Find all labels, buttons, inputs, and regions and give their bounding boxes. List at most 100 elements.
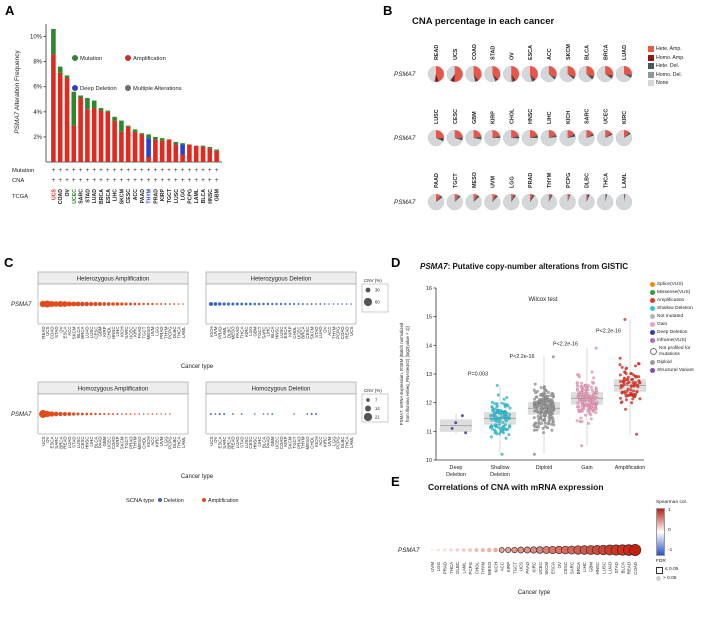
- chart-el: [151, 302, 154, 306]
- chart-el: Hete. Amp.: [656, 46, 682, 52]
- chart-el: [207, 148, 213, 162]
- chart-text: +: [188, 168, 192, 174]
- chart-text: TGCT: [124, 436, 129, 448]
- chart-text: CNA: [12, 178, 24, 184]
- chart-el: [124, 55, 131, 62]
- chart-el: [139, 133, 145, 135]
- chart-text: THYM: [163, 326, 168, 339]
- chart-el: [214, 149, 219, 151]
- chart-el: [84, 301, 89, 307]
- chart-text: CESC: [93, 327, 98, 339]
- chart-text: 6%: [33, 85, 42, 91]
- chart-el: [490, 408, 494, 412]
- chart-text: Homozygous Amplification: [78, 387, 148, 393]
- panel-d-legend: Splice(VUS) Missense(VUS) Amplification Sha…: [650, 282, 707, 376]
- chart-text: OV: [213, 436, 218, 442]
- chart-el: Splice(VUS): [657, 282, 684, 287]
- chart-el: [48, 301, 55, 307]
- chart-text: 4%: [33, 110, 42, 116]
- chart-text: Cancer type: [181, 364, 214, 370]
- chart-el: [293, 302, 296, 306]
- chart-el: [605, 194, 608, 202]
- chart-el: [635, 389, 639, 394]
- chart-text: KIRP: [283, 436, 288, 446]
- chart-el: [605, 133, 613, 138]
- chart-el: [450, 426, 454, 431]
- chart-el: [650, 306, 655, 312]
- chart-el: [503, 402, 507, 406]
- chart-el: [177, 303, 180, 305]
- chart-text: P<2.2e-16: [509, 354, 534, 360]
- chart-el: [492, 194, 496, 202]
- chart-el: [536, 414, 540, 418]
- chart-el: [575, 388, 579, 392]
- chart-el: [536, 425, 541, 429]
- chart-el: [462, 548, 466, 552]
- chart-text: MESO: [146, 326, 151, 340]
- chart-text: LIHC: [89, 437, 94, 447]
- chart-el: [578, 408, 582, 412]
- chart-el: [586, 421, 591, 425]
- chart-text: PSMA7: [394, 71, 416, 78]
- chart-text: UCEC: [128, 327, 133, 339]
- chart-el: [271, 413, 274, 415]
- chart-el: [551, 355, 555, 359]
- chart-text: Heterozygous Amplification: [77, 277, 149, 283]
- chart-text: SKCM: [288, 436, 293, 449]
- chart-text: HNSC: [253, 437, 258, 449]
- chart-el: [497, 425, 501, 430]
- chart-el: [580, 400, 584, 404]
- chart-text: 60: [375, 300, 380, 305]
- chart-el: [595, 396, 599, 400]
- chart-el: [53, 301, 59, 307]
- chart-text: THCA: [603, 173, 609, 188]
- chart-el: [454, 66, 463, 82]
- chart-text: ACC: [327, 327, 332, 336]
- chart-text: SKCM: [566, 44, 572, 60]
- chart-text: +: [188, 178, 192, 184]
- panel-d-title: PSMA7: Putative copy-number alterations …: [420, 262, 628, 271]
- chart-text: THYM: [133, 436, 138, 449]
- chart-el: [594, 346, 598, 350]
- chart-text: SARC: [585, 109, 591, 124]
- chart-text: LAML: [181, 326, 186, 338]
- chart-el: [551, 420, 556, 424]
- chart-text: LGG: [248, 326, 253, 336]
- chart-el: [119, 120, 124, 132]
- chart-el: Homo. Del.: [656, 71, 682, 78]
- chart-el: [173, 303, 176, 305]
- chart-text: DLBC: [226, 327, 231, 339]
- chart-text: SKCM: [71, 326, 76, 339]
- chart-el: [427, 129, 445, 147]
- chart-el: [618, 379, 623, 384]
- chart-el: [436, 138, 445, 139]
- chart-el: 1: [668, 507, 671, 513]
- chart-el: [473, 137, 482, 140]
- chart-text: +: [86, 168, 90, 174]
- chart-text: KICH: [209, 327, 214, 338]
- chart-text: Amplification: [615, 465, 646, 471]
- chart-el: [57, 72, 63, 162]
- chart-text: GBM: [98, 326, 103, 336]
- chart-text: PRAD: [443, 562, 448, 574]
- chart-text: PCPG: [336, 436, 341, 449]
- chart-el: [53, 411, 59, 417]
- chart-el: [586, 133, 595, 138]
- chart-el: Homo. Amp.: [656, 54, 685, 61]
- chart-el: [535, 409, 539, 413]
- chart-el: > 0.05: [656, 576, 706, 582]
- chart-el: [310, 303, 313, 305]
- chart-el: [583, 391, 587, 395]
- chart-el: [490, 427, 494, 431]
- chart-text: +: [201, 178, 205, 184]
- chart-text: +: [167, 168, 171, 174]
- chart-text: +: [120, 168, 124, 174]
- chart-el: [232, 413, 234, 415]
- chart-el: [492, 74, 497, 82]
- chart-el: [345, 303, 348, 305]
- chart-el: [473, 74, 477, 82]
- chart-el: [511, 135, 519, 138]
- chart-el: [129, 302, 132, 306]
- chart-el: [548, 130, 557, 138]
- chart-el: [511, 66, 520, 81]
